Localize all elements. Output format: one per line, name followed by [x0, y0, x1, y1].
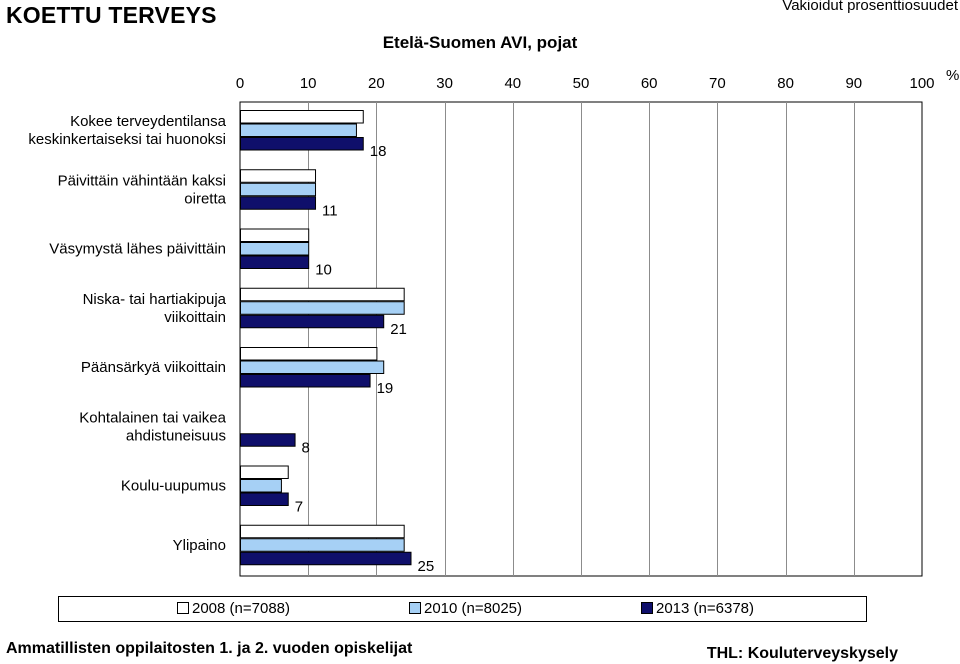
bar-2008 [240, 110, 364, 124]
chart-title: Etelä-Suomen AVI, pojat [382, 33, 578, 52]
legend-label-2010: 2010 (n=8025) [424, 600, 522, 617]
brand-title: KOETTU TERVEYS [6, 2, 217, 28]
bar-2013 [240, 374, 371, 388]
category-label: Koulu-uupumus [121, 478, 226, 495]
category-label: Väsymystä lähes päivittäin [49, 241, 226, 258]
bar-2008 [240, 228, 310, 242]
bar-2010 [240, 360, 385, 374]
x-tick-label: 80 [777, 75, 794, 92]
bar-2010 [240, 182, 317, 197]
category-label: Päänsärkyä viikoittain [81, 359, 226, 376]
category-label: Niska- tai hartiakipuja viikoittain [83, 291, 227, 326]
bar-2008 [240, 169, 317, 183]
bar-2010 [240, 242, 310, 256]
data-label: 8 [302, 439, 310, 456]
bar-2013 [240, 492, 289, 506]
bar-2008 [240, 465, 289, 479]
chart-subtitle: Vakioidut prosenttiosuudet [782, 0, 958, 14]
bar-2013 [240, 314, 385, 329]
bar-2013 [240, 196, 317, 210]
bar-2010 [240, 479, 282, 493]
legend-item-2008: 2008 (n=7088) [177, 600, 290, 617]
data-label: 18 [370, 143, 387, 160]
bar-2010 [240, 301, 405, 315]
legend-swatch-2013 [641, 602, 653, 614]
data-label: 11 [322, 202, 338, 219]
x-tick-label: 40 [504, 75, 521, 92]
bar-2013 [240, 137, 364, 151]
legend-label-2013: 2013 (n=6378) [656, 600, 754, 617]
bar-2008 [240, 347, 378, 361]
x-tick-label: 100 [909, 75, 934, 92]
category-label: Kohtalainen tai vaikea ahdistuneisuus [79, 409, 226, 444]
footer-population: Ammatillisten oppilaitosten 1. ja 2. vuo… [6, 640, 413, 657]
legend-swatch-2008 [177, 602, 189, 614]
legend-item-2013: 2013 (n=6378) [641, 600, 754, 617]
category-label: Päivittäin vähintään kaksi oiretta [58, 172, 227, 207]
bar-2013 [240, 433, 296, 447]
category-label: Ylipaino [173, 537, 226, 554]
data-label: 7 [295, 499, 303, 516]
bar-2010 [240, 538, 405, 552]
legend-swatch-2010 [409, 602, 421, 614]
x-tick-label: 10 [300, 75, 317, 92]
bar-2010 [240, 123, 357, 137]
footer-source: THL: Kouluterveyskysely [706, 645, 898, 662]
bar-2008 [240, 287, 405, 302]
data-label: 19 [377, 380, 394, 397]
x-tick-label: 20 [368, 75, 385, 92]
legend: 2008 (n=7088) 2010 (n=8025) 2013 (n=6378… [58, 596, 867, 622]
x-tick-label: 50 [573, 75, 590, 92]
bar-2008 [240, 524, 405, 539]
data-label: 21 [390, 321, 407, 338]
x-tick-label: 0 [236, 75, 244, 92]
x-axis-unit: % [946, 67, 959, 84]
legend-label-2008: 2008 (n=7088) [192, 600, 290, 617]
bar-2013 [240, 255, 310, 269]
data-label: 10 [315, 262, 332, 279]
legend-item-2010: 2010 (n=8025) [409, 600, 522, 617]
x-tick-label: 70 [709, 75, 726, 92]
x-tick-label: 60 [641, 75, 658, 92]
x-tick-label: 30 [436, 75, 453, 92]
data-label: 25 [418, 558, 435, 575]
category-label: Kokee terveydentilansa keskinkertaiseksi … [28, 113, 226, 148]
x-tick-label: 90 [845, 75, 862, 92]
bar-2013 [240, 551, 412, 566]
